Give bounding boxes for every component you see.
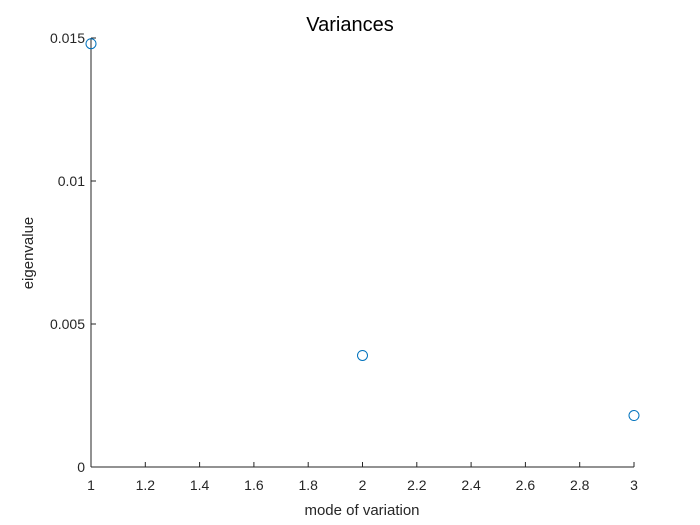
x-tick-label: 1.2 — [136, 477, 156, 493]
data-point — [85, 38, 97, 50]
y-tick-label: 0.01 — [58, 173, 85, 189]
y-tick-label: 0 — [77, 459, 85, 475]
y-tick-label: 0.015 — [50, 30, 85, 46]
y-tick-label: 0.005 — [50, 316, 85, 332]
x-tick-label: 2.8 — [570, 477, 590, 493]
x-tick-label: 1.4 — [190, 477, 210, 493]
x-tick-label: 1 — [87, 477, 95, 493]
x-tick-label: 2.4 — [461, 477, 481, 493]
data-point — [628, 410, 640, 422]
x-tick-label: 2 — [359, 477, 367, 493]
x-axis-label: mode of variation — [304, 502, 419, 519]
chart-title: Variances — [306, 14, 393, 36]
x-tick-label: 1.8 — [298, 477, 318, 493]
plot-area: 1 1.2 1.4 1.6 1.8 2 2.2 2.4 2.6 2.8 3 0 0.005 0.01 0.0… — [50, 30, 640, 493]
data-point — [357, 349, 368, 361]
x-tick-label: 2.6 — [516, 477, 536, 493]
x-tick-label: 3 — [630, 477, 638, 493]
x-tick-label: 2.2 — [407, 477, 427, 493]
x-tick-label: 1.6 — [244, 477, 264, 493]
y-axis-label: eigenvalue — [20, 217, 37, 290]
